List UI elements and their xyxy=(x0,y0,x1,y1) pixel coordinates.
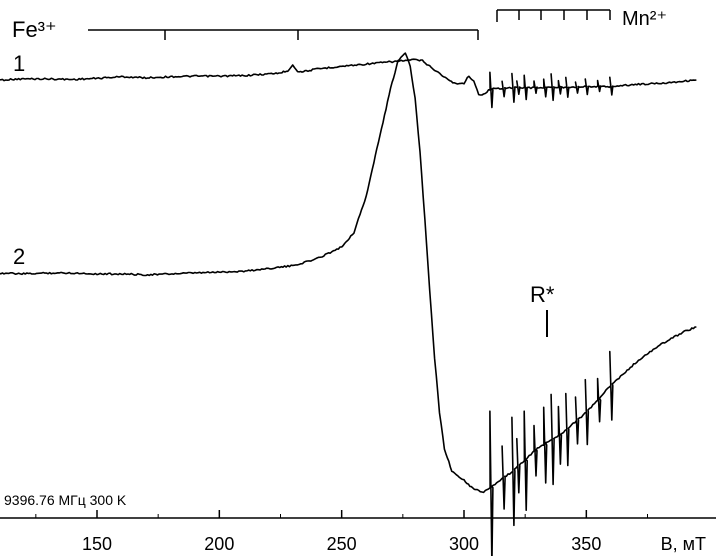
series-line-2 xyxy=(0,52,697,556)
conditions-annotation: 9396.76 МГц 300 K xyxy=(4,492,127,508)
x-tick-label: 150 xyxy=(82,534,112,554)
x-tick-label: 200 xyxy=(204,534,234,554)
series-line-1 xyxy=(0,58,697,109)
mn-label: Mn²⁺ xyxy=(622,8,667,30)
x-tick-label: 250 xyxy=(327,534,357,554)
x-tick-label: 300 xyxy=(449,534,479,554)
x-tick-label: 350 xyxy=(571,534,601,554)
radical-label: R* xyxy=(530,282,555,307)
x-axis-ticks: 150 200 250 300 350 xyxy=(35,510,648,554)
fe-marker: Fe³⁺ xyxy=(12,17,479,42)
mn-marker: Mn²⁺ xyxy=(496,8,667,30)
series-layer xyxy=(0,52,697,556)
fe-label: Fe³⁺ xyxy=(12,17,57,42)
radical-marker: R* xyxy=(530,282,555,337)
series-label-2: 2 xyxy=(13,244,25,269)
series-labels: 12 xyxy=(13,51,25,269)
x-axis-label: B, мТ xyxy=(661,534,706,554)
series-label-1: 1 xyxy=(13,51,25,76)
